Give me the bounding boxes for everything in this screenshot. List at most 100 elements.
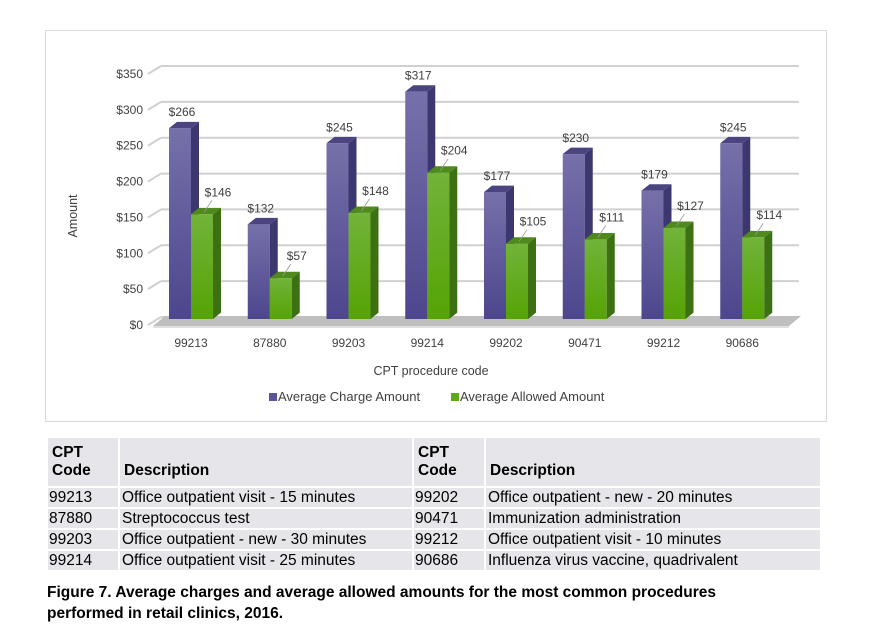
header-line: Code — [418, 462, 457, 479]
bar-side — [685, 221, 694, 319]
header-line: CPT — [52, 444, 83, 461]
cpt-code-cell: 87880 — [48, 509, 118, 528]
y-tick-label: $100 — [116, 246, 143, 260]
data-label-leader — [203, 200, 213, 213]
chart-floor — [153, 316, 801, 328]
data-label-average-allowed: $105 — [520, 215, 547, 229]
cpt-code-cell: 90686 — [414, 551, 484, 570]
legend-swatch-average-charge — [269, 393, 277, 401]
bar-average-allowed-99212 — [663, 221, 694, 319]
legend: Average Charge Amount Average Allowed Am… — [269, 389, 605, 404]
data-label-average-allowed: $146 — [205, 185, 232, 199]
bar-top — [191, 207, 221, 215]
x-tick-label: 87880 — [253, 336, 287, 350]
gridline-diagonal — [147, 316, 162, 326]
chart-container: $0 $50 $100 $150 $200 $250 $300 $350 $266 $146 $1… — [45, 30, 827, 422]
x-axis-title: CPT procedure code — [373, 364, 488, 378]
bar-front — [484, 192, 506, 319]
description-cell: Influenza virus vaccine, quadrivalent — [486, 551, 820, 570]
description-cell: Office outpatient - new - 20 minutes — [486, 488, 820, 507]
data-label-leader — [518, 229, 528, 242]
cpt-code-cell: 99212 — [414, 530, 484, 549]
bar-side — [764, 230, 773, 319]
caption-line-2: performed in retail clinics, 2016. — [47, 605, 284, 622]
y-tick-label: $200 — [116, 175, 143, 189]
header-description: Description — [120, 438, 412, 486]
cpt-code-table: CPT Code Description CPT Code Description … — [46, 436, 822, 572]
bar-average-allowed-99214 — [427, 166, 458, 319]
bar-front — [326, 143, 349, 319]
bar-top — [584, 232, 615, 240]
figure-caption: Figure 7. Average charges and average al… — [47, 582, 827, 624]
data-label-leader — [676, 213, 685, 227]
bar-side — [370, 206, 379, 319]
bar-front — [506, 243, 528, 319]
cpt-code-cell: 99214 — [48, 551, 118, 570]
data-label-average-charge: $177 — [484, 169, 511, 183]
bar-front — [247, 224, 270, 319]
data-label-average-allowed: $204 — [441, 144, 468, 158]
bar-top — [169, 121, 199, 129]
table-row: 99214 Office outpatient visit - 25 minut… — [48, 551, 820, 570]
bar-front — [641, 190, 664, 319]
cpt-code-cell: 90471 — [414, 509, 484, 528]
x-tick-label: 90686 — [726, 336, 760, 350]
data-label-average-allowed: $114 — [756, 208, 782, 222]
gridline-diagonal — [147, 244, 162, 255]
bar-top — [405, 85, 436, 92]
y-tick-label: $350 — [116, 67, 143, 81]
x-tick-label: 90471 — [568, 336, 602, 350]
description-cell: Office outpatient visit - 25 minutes — [120, 551, 412, 570]
header-description: Description — [486, 438, 820, 486]
bar-front — [348, 212, 371, 319]
bar-front — [562, 154, 585, 319]
x-tick-label: 99203 — [332, 336, 366, 350]
bar-average-allowed-99213 — [191, 207, 221, 319]
header-cpt-code: CPT Code — [414, 438, 484, 486]
data-label-average-allowed: $148 — [362, 184, 389, 198]
y-tick-label: $300 — [116, 103, 143, 117]
bar-front — [742, 237, 765, 319]
bar-top — [326, 136, 357, 144]
description-cell: Office outpatient visit - 15 minutes — [120, 488, 412, 507]
bar-top — [427, 166, 458, 173]
description-cell: Immunization administration — [486, 509, 820, 528]
data-label-leader — [282, 263, 292, 277]
bar-front — [191, 214, 213, 319]
bar-top — [506, 237, 536, 244]
data-label-average-charge: $317 — [405, 69, 432, 83]
floor-surface — [153, 316, 801, 326]
bar-front — [584, 239, 607, 319]
table-row: 99203 Office outpatient - new - 30 minut… — [48, 530, 820, 549]
data-label-leader — [754, 223, 764, 236]
x-tick-label: 99213 — [174, 336, 208, 350]
floor-edge — [153, 326, 789, 328]
bar-front — [427, 172, 450, 319]
data-label-average-allowed: $57 — [287, 249, 307, 263]
data-label-average-charge: $230 — [562, 131, 589, 145]
bar-average-allowed-99203 — [348, 206, 379, 319]
legend-label-average-charge: Average Charge Amount — [278, 389, 421, 404]
data-label-average-charge: $179 — [641, 168, 668, 182]
gridline-diagonal — [147, 208, 162, 219]
y-axis-title: Amount — [66, 194, 80, 238]
bar-top — [720, 136, 751, 144]
legend-label-average-allowed: Average Allowed Amount — [460, 389, 605, 404]
data-labels: $266 $146 $132 $57 $245 $148 $317 $204 $177 $105 $… — [169, 69, 782, 277]
table-header-row: CPT Code Description CPT Code Description — [48, 438, 820, 486]
gridline-diagonal — [147, 136, 162, 147]
data-label-leader — [439, 158, 449, 171]
bar-front — [405, 91, 428, 319]
cpt-code-cell: 99203 — [48, 530, 118, 549]
bar-average-allowed-87880 — [269, 271, 300, 319]
bar-top — [247, 217, 278, 225]
gridline-diagonal — [147, 65, 162, 75]
bar-average-allowed-90471 — [584, 232, 615, 319]
bar-front — [269, 278, 292, 319]
data-label-average-charge: $245 — [720, 120, 747, 134]
header-cpt-code: CPT Code — [48, 438, 118, 486]
description-cell: Office outpatient - new - 30 minutes — [120, 530, 412, 549]
data-label-average-allowed: $127 — [677, 199, 704, 213]
legend-swatch-average-allowed — [451, 393, 459, 401]
x-axis-ticks: 99213 87880 99203 99214 99202 90471 99212 90686 — [174, 336, 759, 350]
